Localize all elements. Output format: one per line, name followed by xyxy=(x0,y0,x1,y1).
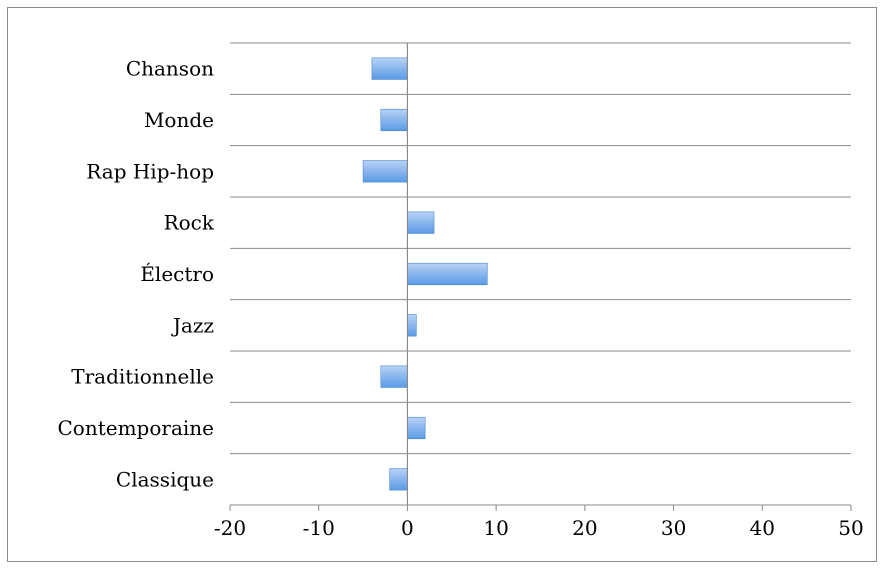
category-label: Rap Hip-hop xyxy=(86,159,214,183)
category-label: Contemporaine xyxy=(57,416,214,440)
category-label: Traditionnelle xyxy=(71,365,214,389)
category-labels: Classique Contemporaine Traditionnelle Jazz… xyxy=(57,57,214,492)
bar-rock xyxy=(407,211,435,234)
bar-classique xyxy=(389,468,408,491)
category-label: Monde xyxy=(144,108,214,132)
category-label: Jazz xyxy=(171,313,214,337)
bar-contemporaine xyxy=(407,416,426,440)
grid-lines xyxy=(230,42,851,506)
bar-rap-hip-hop xyxy=(362,160,408,183)
category-label: Classique xyxy=(116,467,214,491)
chart-frame: Classique Contemporaine Traditionnelle Jazz… xyxy=(7,7,877,562)
bar-monde xyxy=(380,108,408,132)
x-tick-label: 10 xyxy=(483,516,508,540)
bar-chart: Classique Contemporaine Traditionnelle Jazz… xyxy=(57,42,864,540)
x-tick-label: 40 xyxy=(750,516,775,540)
category-label: Rock xyxy=(164,211,215,235)
x-tick-label: -10 xyxy=(303,516,335,540)
x-tick-label: 20 xyxy=(572,516,597,540)
category-label: Chanson xyxy=(126,57,214,81)
axes xyxy=(229,43,852,511)
category-label: Électro xyxy=(140,262,214,286)
x-tick-label: 30 xyxy=(661,516,686,540)
x-tick-label: -20 xyxy=(214,516,246,540)
bar-chanson xyxy=(371,57,408,80)
x-tick-label: 0 xyxy=(401,516,414,540)
bar-jazz xyxy=(407,314,417,337)
bar-traditionnelle xyxy=(380,365,408,388)
x-tick-labels: -20 -10 0 10 20 30 40 50 xyxy=(214,516,864,540)
bar--lectro xyxy=(407,262,488,286)
x-tick-label: 50 xyxy=(838,516,863,540)
bars xyxy=(362,57,488,491)
